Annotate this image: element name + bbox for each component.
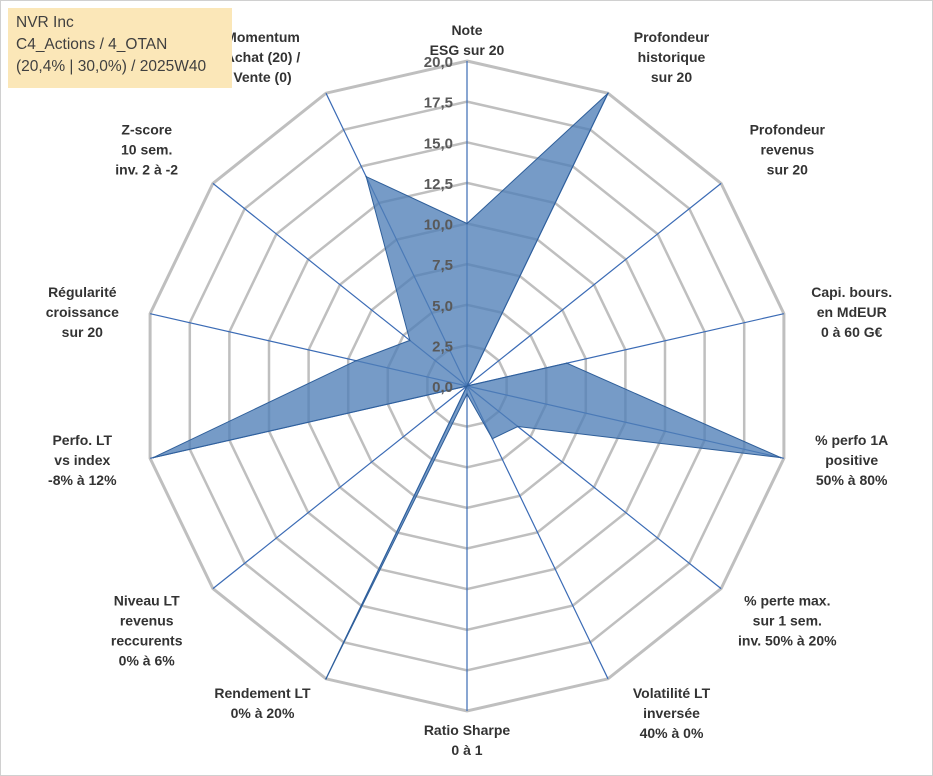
axis-label: Note — [451, 22, 482, 38]
axis-label: Niveau LT — [114, 593, 180, 609]
axis-label: revenus — [120, 613, 174, 629]
axis-label: croissance — [46, 304, 119, 320]
axis-label: 0 à 60 G€ — [821, 324, 883, 340]
axis-label: revenus — [760, 141, 814, 157]
axis-label: 50% à 80% — [816, 472, 888, 488]
tick-label: 12,5 — [424, 176, 453, 193]
data-point — [491, 437, 494, 440]
axis-spoke — [212, 385, 468, 590]
axis-label: vs index — [54, 452, 110, 468]
tick-label: 7,5 — [432, 257, 453, 274]
axis-label: 40% à 0% — [640, 725, 704, 741]
tick-label: 2,5 — [432, 338, 453, 355]
axis-label: 0 à 1 — [451, 742, 482, 758]
portfolio-label: C4_Actions / 4_OTAN — [16, 36, 168, 53]
data-point — [607, 92, 609, 94]
axis-label: Volatilité LT — [633, 685, 711, 701]
axis-label: historique — [638, 49, 706, 65]
axis-label: Profondeur — [750, 121, 826, 137]
axis-label: reccurents — [111, 633, 183, 649]
axis-label: -8% à 12% — [48, 472, 117, 488]
data-point — [409, 339, 411, 342]
data-point — [466, 222, 468, 225]
tick-label: 0,0 — [432, 379, 453, 396]
axis-label: en MdEUR — [817, 304, 887, 320]
metrics-label: (20,4% | 30,0%) / 2025W40 — [16, 58, 207, 75]
data-point — [466, 393, 468, 395]
tick-label: 17,5 — [424, 95, 453, 112]
info-box: NVR Inc C4_Actions / 4_OTAN (20,4% | 30,… — [8, 8, 232, 88]
axis-label: 0% à 20% — [231, 705, 295, 721]
tick-label: 20,0 — [424, 54, 453, 71]
axis-label: % perfo 1A — [815, 432, 888, 448]
axis-label: inversée — [643, 705, 700, 721]
axis-label: sur 20 — [767, 161, 808, 177]
data-point — [365, 175, 368, 178]
axis-label: Z-score — [121, 121, 172, 137]
data-point — [325, 678, 327, 680]
data-point — [779, 456, 782, 459]
axis-spoke — [466, 182, 722, 387]
data-point — [566, 362, 568, 365]
data-point — [466, 385, 468, 387]
axis-label: inv. 2 à -2 — [115, 161, 178, 177]
axis-label: Capi. bours. — [811, 284, 892, 300]
axis-label: Ratio Sharpe — [424, 722, 511, 738]
axis-label: 0% à 6% — [119, 653, 176, 669]
axis-label: Rendement LT — [214, 685, 311, 701]
tick-label: 5,0 — [432, 298, 453, 315]
axis-label: Momentum — [225, 29, 300, 45]
axis-label: positive — [825, 452, 878, 468]
axis-label: sur 1 sem. — [753, 613, 822, 629]
tick-label: 10,0 — [424, 217, 453, 234]
axis-label: Régularité — [48, 284, 117, 300]
axis-label: Achat (20) / — [225, 49, 301, 65]
axis-label: Vente (0) — [233, 69, 291, 85]
company-name: NVR Inc — [16, 14, 74, 31]
axis-label: 10 sem. — [121, 141, 172, 157]
axis-label: Profondeur — [634, 29, 710, 45]
axis-label: Perfo. LT — [52, 432, 112, 448]
axis-label: sur 20 — [651, 69, 692, 85]
axis-label: inv. 50% à 20% — [738, 633, 837, 649]
axis-label: ESG sur 20 — [430, 42, 505, 58]
data-point — [152, 456, 155, 459]
axis-label: sur 20 — [62, 324, 103, 340]
data-point — [517, 425, 519, 428]
tick-label: 15,0 — [424, 135, 453, 152]
data-point — [355, 359, 357, 362]
axis-label: % perte max. — [744, 593, 830, 609]
